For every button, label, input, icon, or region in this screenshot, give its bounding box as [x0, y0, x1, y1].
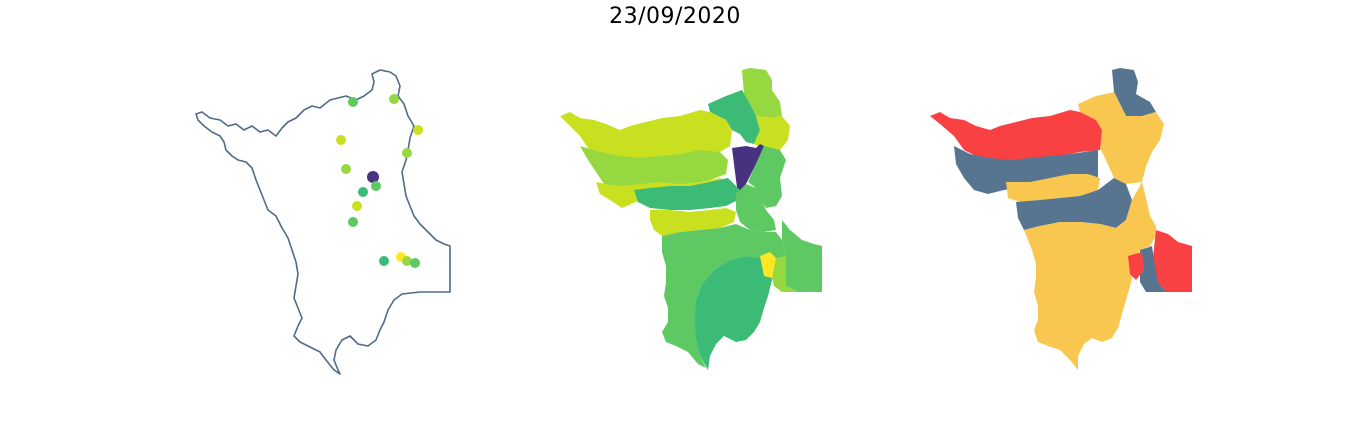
region-north-center: [708, 90, 760, 144]
region-red-east: [1152, 230, 1192, 292]
sample-point: [379, 256, 389, 266]
sample-point: [402, 256, 412, 266]
choropleth-categorical-map: [930, 68, 1192, 370]
region-red-small: [1128, 252, 1144, 280]
sample-point: [348, 217, 358, 227]
region-yellow-small: [760, 252, 776, 278]
sample-point: [336, 135, 346, 145]
region-west-mid: [580, 146, 728, 188]
region-central-east: [736, 184, 776, 232]
points-map: [195, 69, 451, 375]
choropleth-categorical-panel: [920, 60, 1210, 390]
region-northeast: [754, 116, 790, 150]
region-slate-band: [1016, 178, 1132, 230]
choropleth-continuous-panel: [550, 60, 840, 390]
region-south-teal: [694, 256, 772, 370]
choropleth-continuous-map: [560, 68, 822, 370]
region-gold-strip: [1006, 174, 1100, 202]
region-slate-southeast: [1140, 246, 1166, 292]
region-west-top: [560, 110, 732, 160]
sample-point: [341, 164, 351, 174]
region-far-east: [780, 220, 822, 292]
region-southeast: [772, 256, 798, 292]
sample-point: [402, 148, 412, 158]
sample-point: [367, 171, 379, 183]
sample-point: [348, 97, 358, 107]
sample-point: [352, 201, 362, 211]
region-central-band: [634, 178, 740, 210]
region-north-tip: [1112, 68, 1156, 116]
sample-point: [410, 258, 420, 268]
region-south-large: [662, 224, 786, 368]
region-north-tip: [742, 68, 782, 118]
sample-point: [358, 187, 368, 197]
region-southwest-band: [650, 208, 736, 236]
sample-point: [371, 181, 381, 191]
region-north-center: [1078, 92, 1164, 184]
region-outline: [195, 69, 451, 375]
region-dark-strip: [732, 144, 764, 194]
sample-point: [413, 125, 423, 135]
figure-title: 23/09/2020: [609, 4, 741, 29]
sample-point: [389, 94, 399, 104]
region-south-large: [1024, 182, 1156, 370]
points-map-panel: [180, 60, 470, 390]
region-west-top: [930, 110, 1102, 160]
